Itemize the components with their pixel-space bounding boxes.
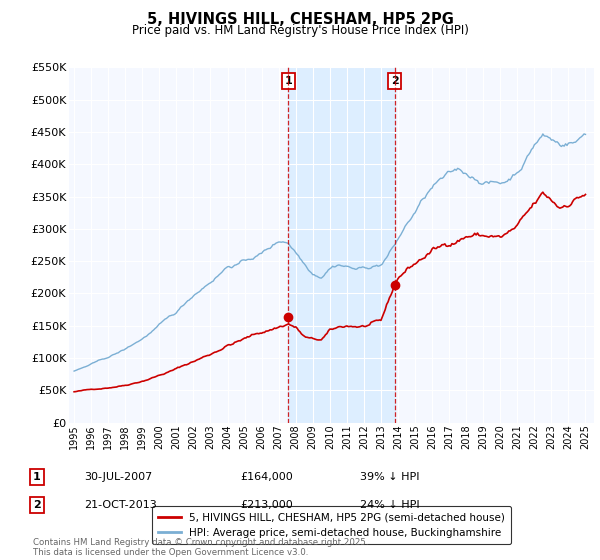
Text: 1: 1 — [284, 76, 292, 86]
Text: 30-JUL-2007: 30-JUL-2007 — [84, 472, 152, 482]
Text: Contains HM Land Registry data © Crown copyright and database right 2025.
This d: Contains HM Land Registry data © Crown c… — [33, 538, 368, 557]
Legend: 5, HIVINGS HILL, CHESHAM, HP5 2PG (semi-detached house), HPI: Average price, sem: 5, HIVINGS HILL, CHESHAM, HP5 2PG (semi-… — [152, 506, 511, 544]
Text: £164,000: £164,000 — [240, 472, 293, 482]
Text: 2: 2 — [391, 76, 398, 86]
Text: Price paid vs. HM Land Registry's House Price Index (HPI): Price paid vs. HM Land Registry's House … — [131, 24, 469, 37]
Text: 1: 1 — [33, 472, 41, 482]
Bar — [289, 67, 395, 423]
Text: £213,000: £213,000 — [240, 500, 293, 510]
Text: 2: 2 — [33, 500, 41, 510]
Text: 24% ↓ HPI: 24% ↓ HPI — [360, 500, 419, 510]
Text: 39% ↓ HPI: 39% ↓ HPI — [360, 472, 419, 482]
Text: 21-OCT-2013: 21-OCT-2013 — [84, 500, 157, 510]
Text: 5, HIVINGS HILL, CHESHAM, HP5 2PG: 5, HIVINGS HILL, CHESHAM, HP5 2PG — [146, 12, 454, 27]
